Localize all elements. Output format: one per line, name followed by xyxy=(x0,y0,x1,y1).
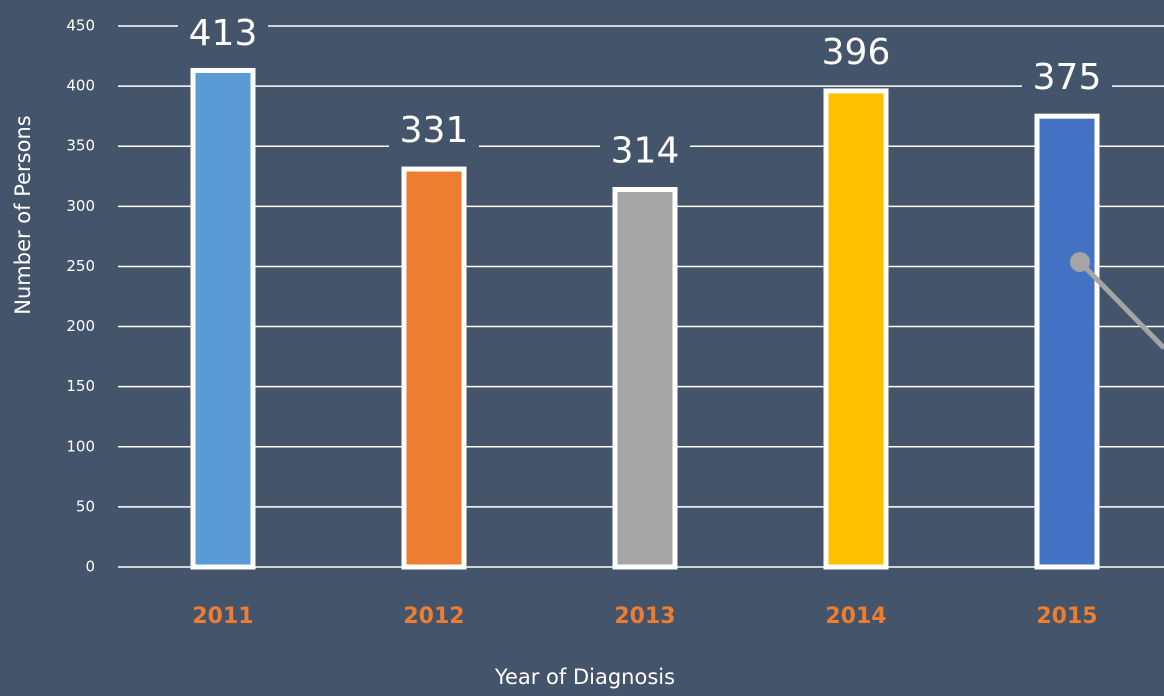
y-tick-label: 300 xyxy=(66,197,95,215)
labels: 2011 413 2012 331 2013 314 2014 396 2015 375 xyxy=(178,13,1112,629)
bar xyxy=(190,67,256,570)
x-tick-label: 2015 xyxy=(1036,604,1097,629)
value-label: 375 xyxy=(1033,57,1102,98)
y-tick-label: 350 xyxy=(66,137,95,155)
value-label-background xyxy=(389,110,479,155)
value-label: 314 xyxy=(611,131,680,172)
bar xyxy=(612,187,678,570)
y-tick-label: 0 xyxy=(85,558,95,576)
value-label-background xyxy=(811,31,901,76)
y-tick-label: 100 xyxy=(66,437,95,455)
y-axis-title: Number of Persons xyxy=(11,115,35,314)
decorative-dot xyxy=(1070,252,1090,272)
x-tick-label: 2014 xyxy=(825,604,886,629)
bar xyxy=(401,166,467,570)
value-label: 331 xyxy=(400,110,469,151)
decorative-connector xyxy=(1078,260,1164,350)
y-tick-label: 150 xyxy=(66,377,95,395)
x-axis-title: Year of Diagnosis xyxy=(494,665,675,689)
y-tick-label: 450 xyxy=(66,17,95,35)
bar xyxy=(1034,113,1100,570)
x-tick-label: 2012 xyxy=(403,604,464,629)
y-tick-label: 400 xyxy=(66,77,95,95)
value-label: 396 xyxy=(822,32,891,73)
x-tick-label: 2013 xyxy=(614,604,675,629)
value-label: 413 xyxy=(189,13,258,54)
bars xyxy=(190,67,1100,570)
value-label-background xyxy=(1022,57,1112,102)
y-tick-label: 50 xyxy=(76,497,95,515)
value-label-background xyxy=(178,13,268,57)
bar xyxy=(823,88,889,570)
y-tick-label: 200 xyxy=(66,317,95,335)
y-tick-label: 250 xyxy=(66,257,95,275)
x-tick-label: 2011 xyxy=(192,604,253,629)
grid: 0 50 100 150 200 250 300 350 400 450 xyxy=(66,17,1164,576)
value-label-background xyxy=(600,130,690,175)
